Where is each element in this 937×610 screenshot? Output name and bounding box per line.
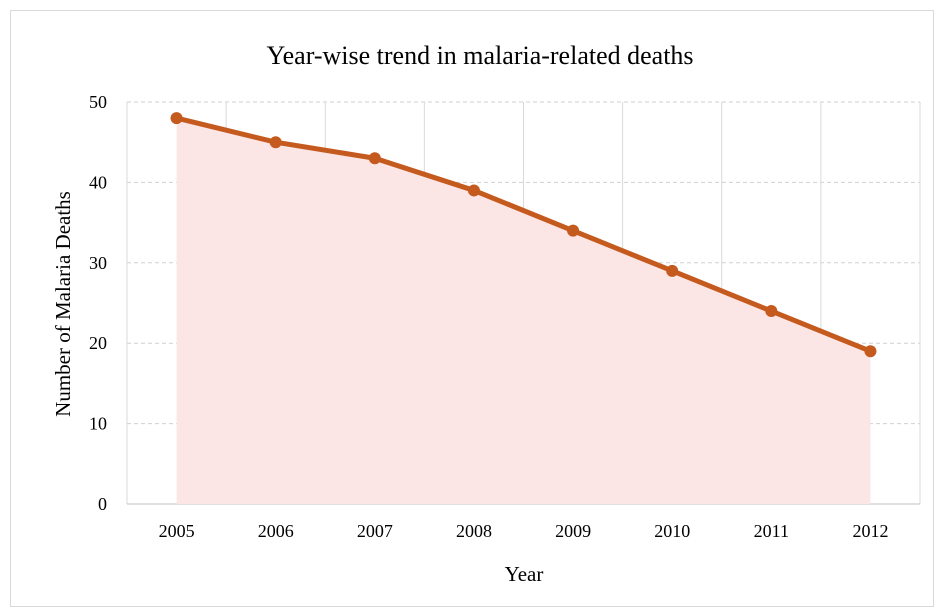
- data-point-2010: [666, 264, 679, 277]
- x-tick-label: 2012: [852, 521, 888, 541]
- data-points: [170, 112, 877, 358]
- x-tick-label: 2009: [555, 521, 591, 541]
- series-line: [174, 115, 873, 354]
- area-series: [176, 118, 871, 504]
- y-tick-label: 50: [89, 92, 107, 112]
- y-axis-title: Number of Malaria Deaths: [51, 191, 75, 417]
- y-axis-ticks: 0 10 20 30 40 50: [89, 92, 107, 514]
- x-tick-label: 2008: [456, 521, 492, 541]
- data-point-2007: [368, 152, 381, 165]
- y-tick-label: 0: [98, 494, 107, 514]
- x-axis-ticks: 2005 2006 2007 2008 2009 2010 2011 2012: [159, 521, 889, 541]
- data-point-2005: [170, 112, 183, 125]
- data-point-2012: [864, 345, 877, 358]
- y-tick-label: 10: [89, 414, 107, 434]
- x-tick-label: 2006: [258, 521, 294, 541]
- x-tick-label: 2010: [654, 521, 690, 541]
- x-axis-title: Year: [505, 562, 544, 586]
- data-point-2009: [567, 224, 580, 237]
- chart-title: Year-wise trend in malaria-related death…: [266, 41, 693, 70]
- data-point-2006: [269, 136, 282, 149]
- y-tick-label: 40: [89, 172, 107, 192]
- x-tick-label: 2011: [754, 521, 789, 541]
- data-point-2008: [467, 184, 480, 197]
- y-tick-label: 30: [89, 253, 107, 273]
- data-point-2011: [765, 305, 778, 318]
- y-tick-label: 20: [89, 333, 107, 353]
- x-tick-label: 2005: [159, 521, 195, 541]
- line-series: [174, 115, 873, 354]
- x-tick-label: 2007: [357, 521, 393, 541]
- area-fill: [176, 118, 871, 504]
